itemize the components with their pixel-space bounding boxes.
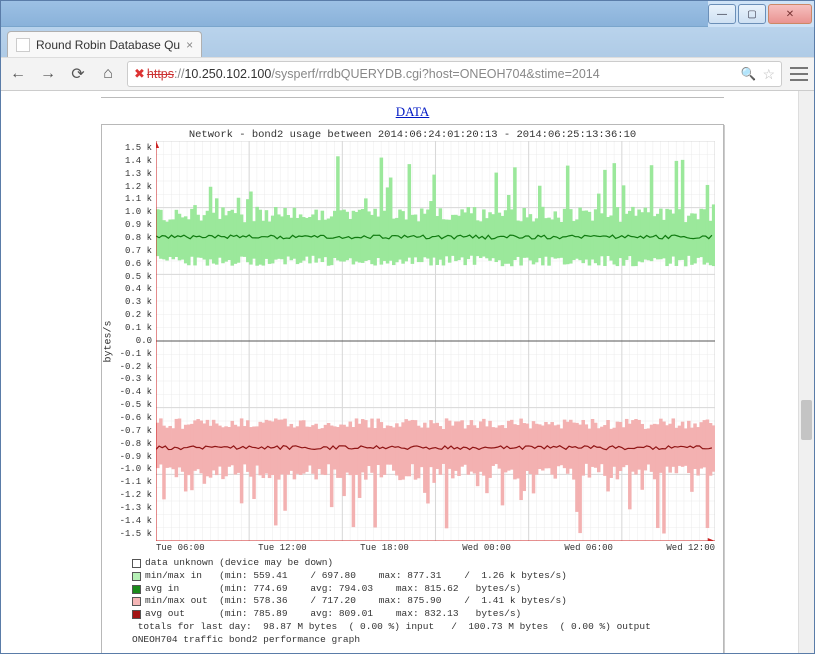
tab-close-button[interactable]: × xyxy=(186,38,193,52)
close-window-button[interactable]: ✕ xyxy=(768,4,812,24)
bookmark-star-icon[interactable]: ☆ xyxy=(762,66,775,83)
search-icon: 🔍 xyxy=(741,67,757,82)
data-link-row: DATA xyxy=(101,104,724,120)
y-tick: -1.4 k xyxy=(116,516,152,526)
x-tick: Tue 06:00 xyxy=(156,543,205,553)
legend-swatch xyxy=(132,559,141,568)
legend-swatch xyxy=(132,597,141,606)
url-host: 10.250.102.100 xyxy=(184,67,271,81)
chart-card: Network - bond2 usage between 2014:06:24… xyxy=(101,124,724,653)
legend-footer-2: ONEOH704 traffic bond2 performance graph xyxy=(132,634,360,647)
reload-button[interactable]: ⟳ xyxy=(67,63,89,85)
y-tick: -0.4 k xyxy=(116,387,152,397)
legend-text: avg out (min: 785.89 avg: 809.01 max: 83… xyxy=(145,608,521,621)
legend-row: min/max out (min: 578.36 / 717.20 max: 8… xyxy=(132,595,715,608)
y-tick: 1.4 k xyxy=(116,156,152,166)
page-viewport: DATA Network - bond2 usage between 2014:… xyxy=(1,91,814,653)
y-tick: -0.7 k xyxy=(116,426,152,436)
insecure-icon: ✖ xyxy=(134,66,145,82)
x-axis-ticks: Tue 06:00 Tue 12:00 Tue 18:00 Wed 00:00 Wed … xyxy=(102,541,723,553)
scrollbar[interactable] xyxy=(798,91,814,653)
y-tick: 0.6 k xyxy=(116,259,152,269)
y-tick: 0.4 k xyxy=(116,284,152,294)
y-tick: -1.1 k xyxy=(116,477,152,487)
legend-text: min/max in (min: 559.41 / 697.80 max: 87… xyxy=(145,570,567,583)
y-tick: -0.6 k xyxy=(116,413,152,423)
y-tick: 1.1 k xyxy=(116,194,152,204)
y-tick: -0.9 k xyxy=(116,452,152,462)
y-tick: 0.2 k xyxy=(116,310,152,320)
y-tick: -1.2 k xyxy=(116,490,152,500)
page-content: DATA Network - bond2 usage between 2014:… xyxy=(1,91,814,653)
browser-toolbar: ← → ⟳ ⌂ ✖ https://10.250.102.100/sysperf… xyxy=(1,57,814,91)
url-path: /sysperf/rrdbQUERYDB.cgi?host=ONEOH704&s… xyxy=(271,67,599,81)
back-button[interactable]: ← xyxy=(7,63,29,85)
x-tick: Wed 00:00 xyxy=(462,543,511,553)
y-tick: -1.5 k xyxy=(116,529,152,539)
maximize-button[interactable]: ▢ xyxy=(738,4,766,24)
y-tick: 0.5 k xyxy=(116,272,152,282)
legend-swatch xyxy=(132,572,141,581)
y-tick: 1.5 k xyxy=(116,143,152,153)
menu-button[interactable] xyxy=(790,67,808,81)
x-tick: Tue 12:00 xyxy=(258,543,307,553)
y-tick: 0.1 k xyxy=(116,323,152,333)
url-scheme-struck: https xyxy=(147,67,174,81)
y-axis-label: bytes/s xyxy=(104,320,115,362)
window-titlebar: — ▢ ✕ xyxy=(1,1,814,27)
legend-text: data unknown (device may be down) xyxy=(145,557,333,570)
favicon-icon xyxy=(16,38,30,52)
legend-row: avg out (min: 785.89 avg: 809.01 max: 83… xyxy=(132,608,715,621)
x-tick: Tue 18:00 xyxy=(360,543,409,553)
y-tick: 0.0 xyxy=(116,336,152,346)
y-tick: -0.2 k xyxy=(116,362,152,372)
legend-text: avg in (min: 774.69 avg: 794.03 max: 815… xyxy=(145,583,521,596)
tab-title: Round Robin Database Qu xyxy=(36,38,180,52)
y-tick: 0.3 k xyxy=(116,297,152,307)
y-tick: 0.8 k xyxy=(116,233,152,243)
y-tick: 1.2 k xyxy=(116,182,152,192)
legend-row: data unknown (device may be down) xyxy=(132,557,715,570)
y-tick: -0.1 k xyxy=(116,349,152,359)
minimize-button[interactable]: — xyxy=(708,4,736,24)
browser-tab[interactable]: Round Robin Database Qu × xyxy=(7,31,202,57)
x-tick: Wed 12:00 xyxy=(666,543,715,553)
y-tick: -0.3 k xyxy=(116,374,152,384)
scrollbar-thumb[interactable] xyxy=(801,400,812,440)
y-tick: 0.9 k xyxy=(116,220,152,230)
y-tick: 0.7 k xyxy=(116,246,152,256)
forward-button[interactable]: → xyxy=(37,63,59,85)
y-tick: 1.0 k xyxy=(116,207,152,217)
y-axis-ticks: 1.5 k 1.4 k 1.3 k 1.2 k 1.1 k 1.0 k 0.9 k 0.8 k… xyxy=(116,141,156,541)
home-button[interactable]: ⌂ xyxy=(97,63,119,85)
chart-body: bytes/s 1.5 k 1.4 k 1.3 k 1.2 k 1.1 k 1.0 k 0.… xyxy=(102,141,723,541)
legend-swatch xyxy=(132,585,141,594)
x-tick: Wed 06:00 xyxy=(564,543,613,553)
chart-plot xyxy=(156,141,715,541)
legend-footer-1: totals for last day: 98.87 M bytes ( 0.0… xyxy=(132,621,651,634)
window-controls: — ▢ ✕ xyxy=(708,1,814,27)
chart-legend: data unknown (device may be down)min/max… xyxy=(102,553,723,653)
legend-row: avg in (min: 774.69 avg: 794.03 max: 815… xyxy=(132,583,715,596)
url-scheme-sep: :// xyxy=(174,67,184,81)
y-tick: -0.5 k xyxy=(116,400,152,410)
address-bar[interactable]: ✖ https://10.250.102.100/sysperf/rrdbQUE… xyxy=(127,61,782,87)
window-frame: — ▢ ✕ Round Robin Database Qu × ← → ⟳ ⌂ … xyxy=(0,0,815,654)
titlebar-spacer xyxy=(1,1,708,27)
y-tick: -1.0 k xyxy=(116,464,152,474)
legend-swatch xyxy=(132,610,141,619)
legend-row: min/max in (min: 559.41 / 697.80 max: 87… xyxy=(132,570,715,583)
y-tick: -0.8 k xyxy=(116,439,152,449)
chart-title: Network - bond2 usage between 2014:06:24… xyxy=(102,125,723,141)
data-link[interactable]: DATA xyxy=(396,104,430,119)
tab-strip: Round Robin Database Qu × xyxy=(1,27,814,57)
y-tick: -1.3 k xyxy=(116,503,152,513)
top-divider xyxy=(101,97,724,98)
y-tick: 1.3 k xyxy=(116,169,152,179)
legend-text: min/max out (min: 578.36 / 717.20 max: 8… xyxy=(145,595,567,608)
